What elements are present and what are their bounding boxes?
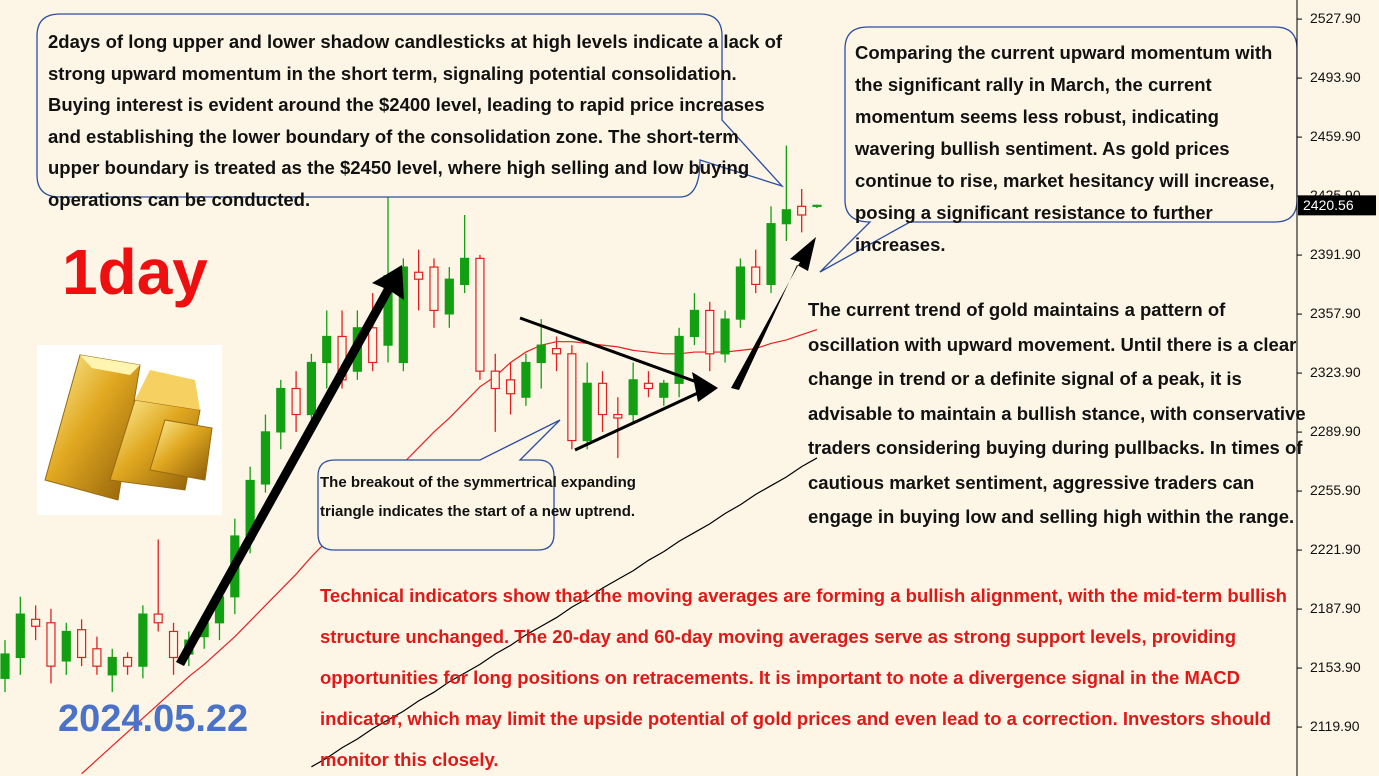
candle-body [61,630,71,662]
moving-average [311,457,818,768]
candle-body [475,257,485,372]
y-tick-label: 2357.90 [1310,305,1361,321]
period-label: 1day [62,236,208,308]
candle-body [429,266,439,312]
candle-body [490,370,500,390]
candle-body [122,656,133,667]
candle-body [521,361,531,398]
candle-body [551,348,562,355]
date-label: 2024.05.22 [58,698,249,740]
candle-body [322,335,332,364]
annotation: 2days of long upper and lower shadow can… [48,31,783,210]
y-tick-label: 2493.90 [1310,69,1361,85]
annotation: The breakout of the symmertrical expandi… [320,474,636,520]
last-price-label: 2420.56 [1303,197,1354,213]
candle-body [643,382,654,390]
candle-body [306,361,317,416]
candle-body [781,209,791,225]
candle-body [582,382,592,442]
candle-body [659,382,669,398]
axis-panel [1297,0,1379,776]
y-tick-label: 2153.90 [1310,659,1361,675]
candle-body [628,379,638,416]
candle-body [398,266,408,364]
candle-body [812,204,822,207]
drawing [176,237,816,666]
y-tick-label: 2289.90 [1310,423,1361,439]
moving-average [81,328,818,775]
candle-body [613,413,623,419]
candle-body [536,344,546,364]
candle-body [291,387,301,416]
candle-body [689,309,700,338]
y-tick-label: 2255.90 [1310,482,1361,498]
annotation: The current trend of gold maintains a pa… [808,299,1306,527]
candle-body [567,353,577,442]
y-tick-label: 2459.90 [1310,128,1361,144]
y-tick-label: 2119.90 [1310,718,1360,734]
candle-body [505,379,516,395]
y-tick-label: 2527.90 [1310,10,1361,26]
candle-body [720,318,730,355]
gold-image [37,345,222,515]
candle-body [414,271,424,280]
candle-body [674,335,684,384]
y-tick-label: 2323.90 [1310,364,1361,380]
candle-body [797,205,807,216]
candle-body [15,613,25,659]
candle-body [705,309,715,355]
candle-body [153,613,163,624]
candle-body [260,431,271,485]
candle-body [0,653,10,679]
candle-body [735,266,745,320]
y-tick-label: 2391.90 [1310,246,1361,262]
candle-body [31,618,41,627]
y-tick-label: 2221.90 [1310,541,1361,557]
candle-body [368,327,378,364]
candle-body [92,648,102,667]
y-tick-label: 2187.90 [1310,600,1361,616]
candle-body [276,387,286,433]
last-price-box [1298,195,1376,216]
annotation: Comparing the current upward momentum wi… [855,42,1275,255]
candle-body [751,266,761,286]
candle-body [168,630,179,659]
candle-body [597,382,608,416]
candle-body [77,629,87,659]
annotation: Technical indicators show that the movin… [320,585,1287,770]
callouts [36,13,1298,551]
candle-body [460,257,470,286]
candle-body [107,656,117,676]
candle-body [46,622,56,667]
candle-body [766,223,776,286]
candle-body [138,613,148,667]
candle-body [444,278,454,315]
